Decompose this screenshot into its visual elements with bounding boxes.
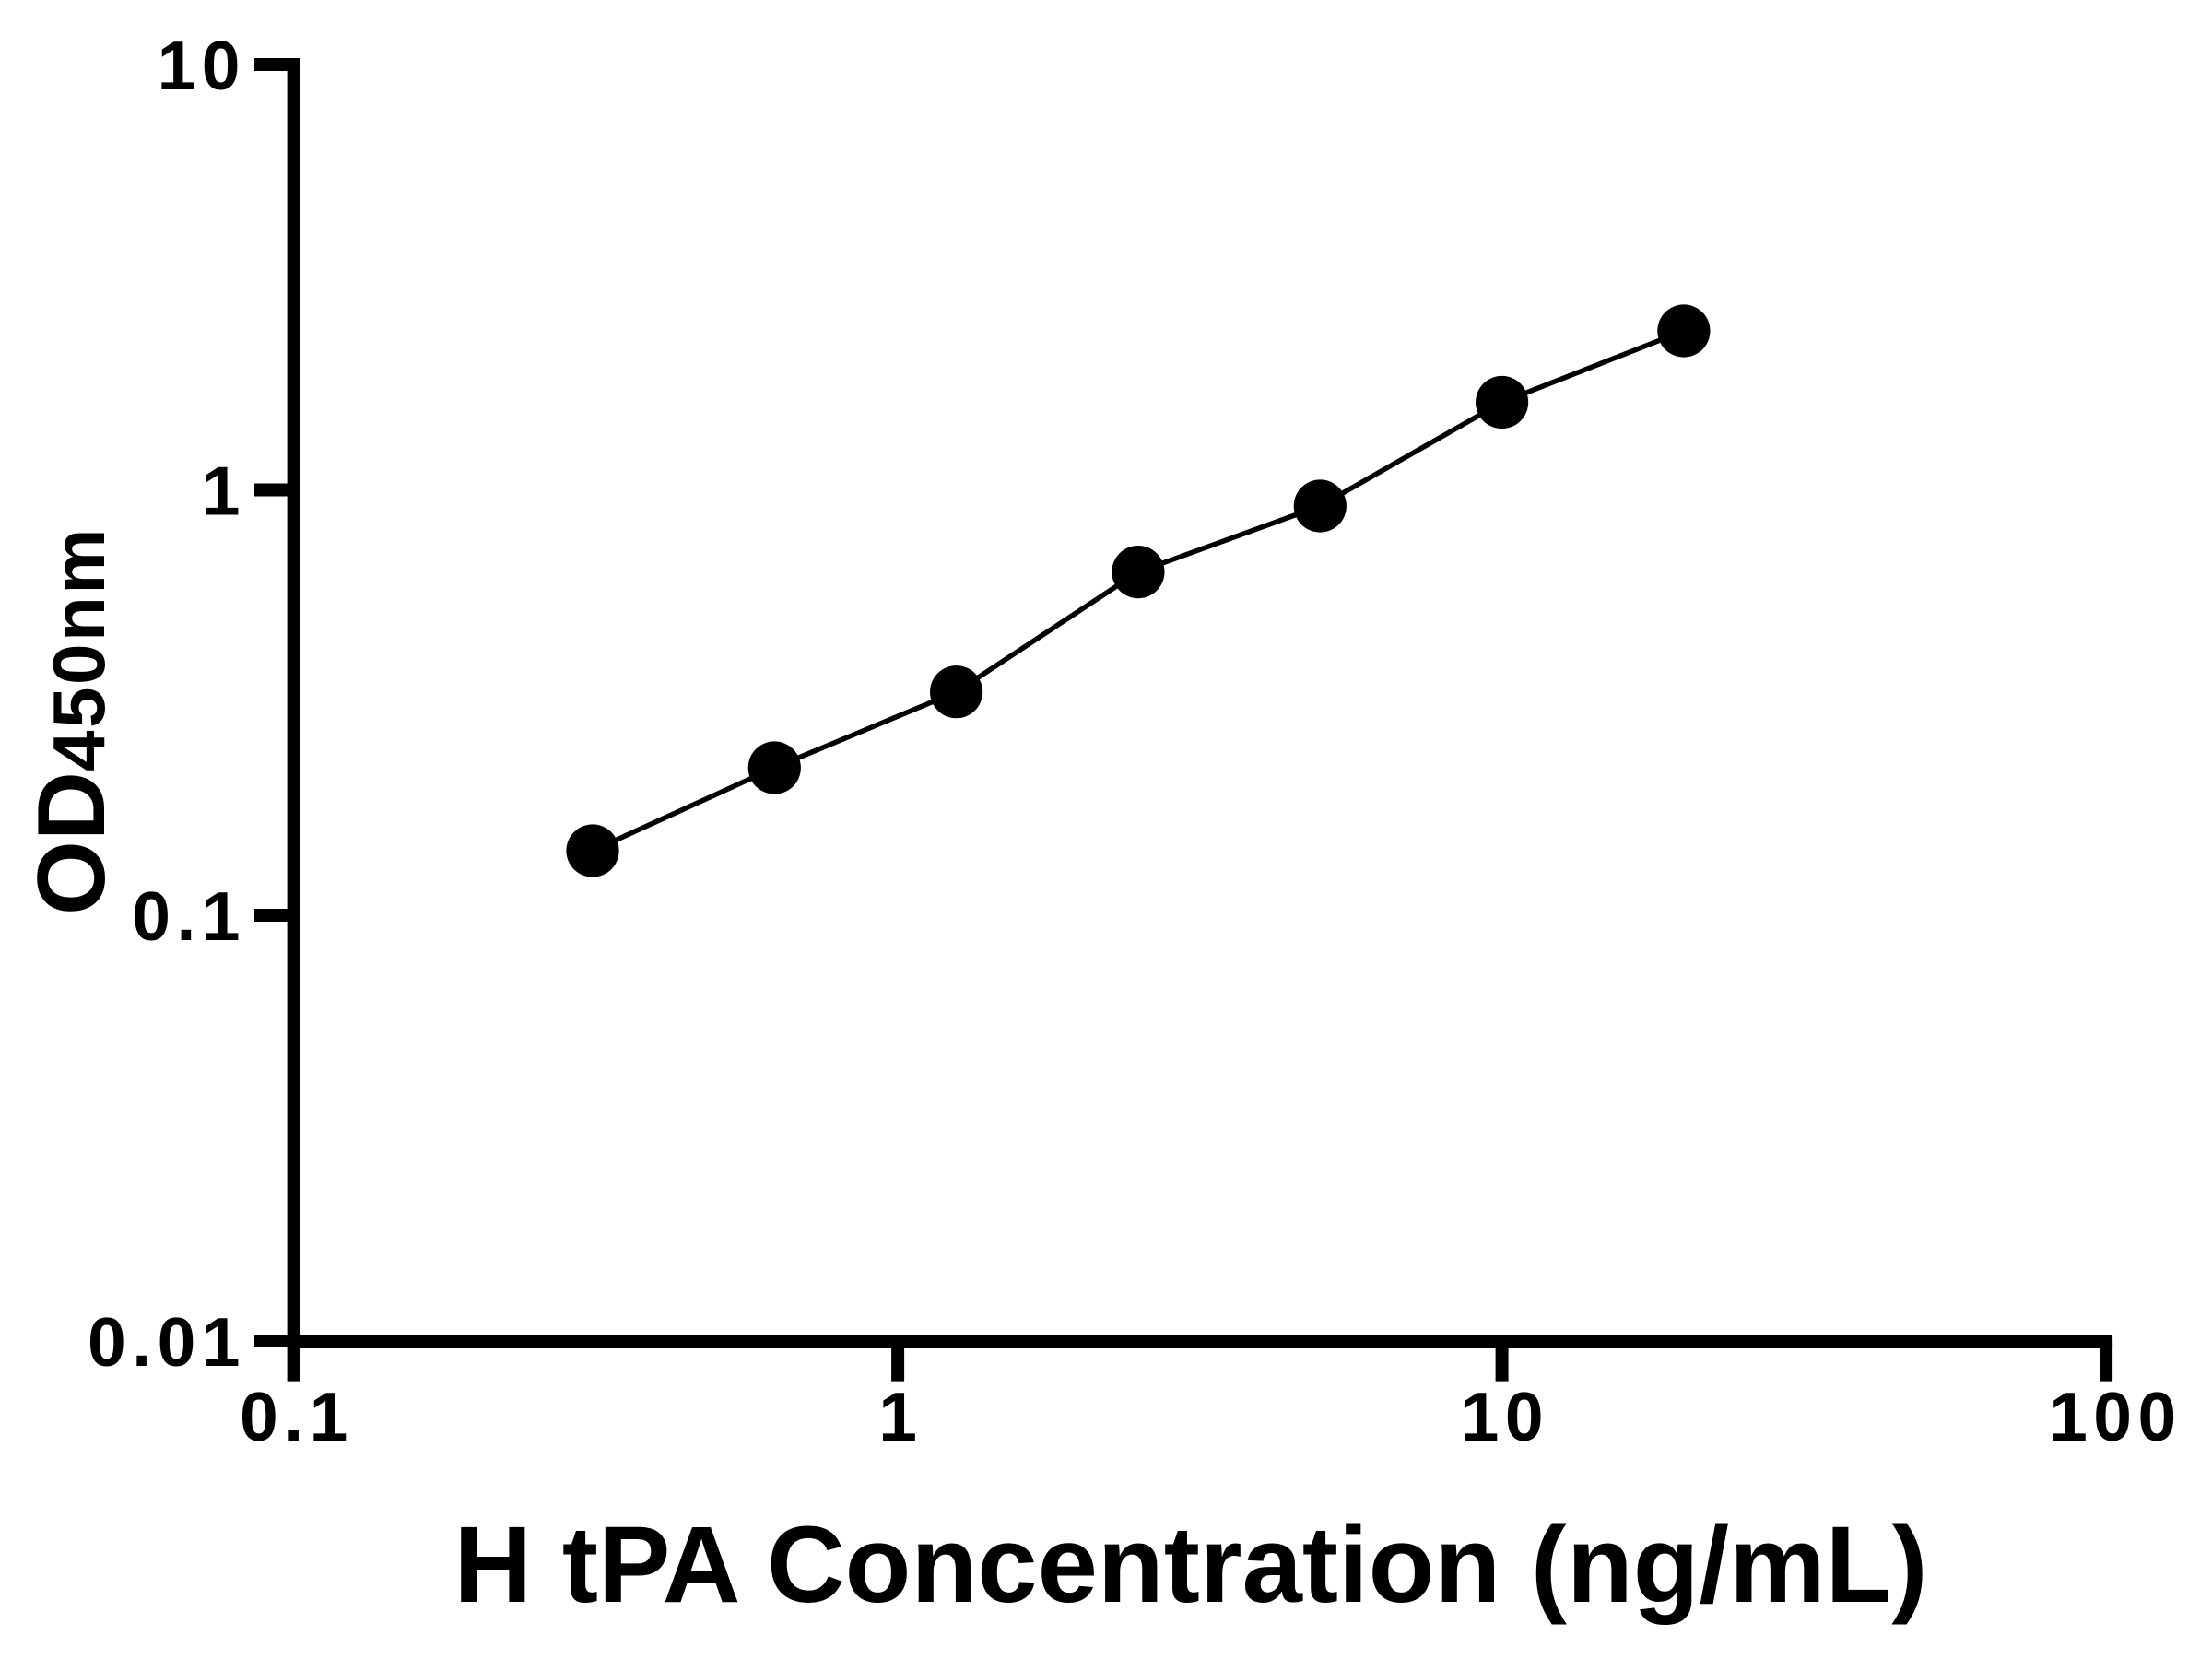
svg-text:0.01: 0.01	[88, 1303, 246, 1381]
svg-text:10: 10	[1461, 1378, 1549, 1455]
svg-text:1: 1	[878, 1378, 923, 1455]
svg-text:0.1: 0.1	[132, 877, 246, 955]
svg-text:10: 10	[158, 27, 246, 104]
svg-text:1: 1	[202, 452, 246, 529]
svg-text:100: 100	[2049, 1378, 2183, 1455]
svg-text:H tPA Concentration (ng/mL): H tPA Concentration (ng/mL)	[453, 1504, 1927, 1625]
svg-text:0.1: 0.1	[240, 1378, 354, 1455]
